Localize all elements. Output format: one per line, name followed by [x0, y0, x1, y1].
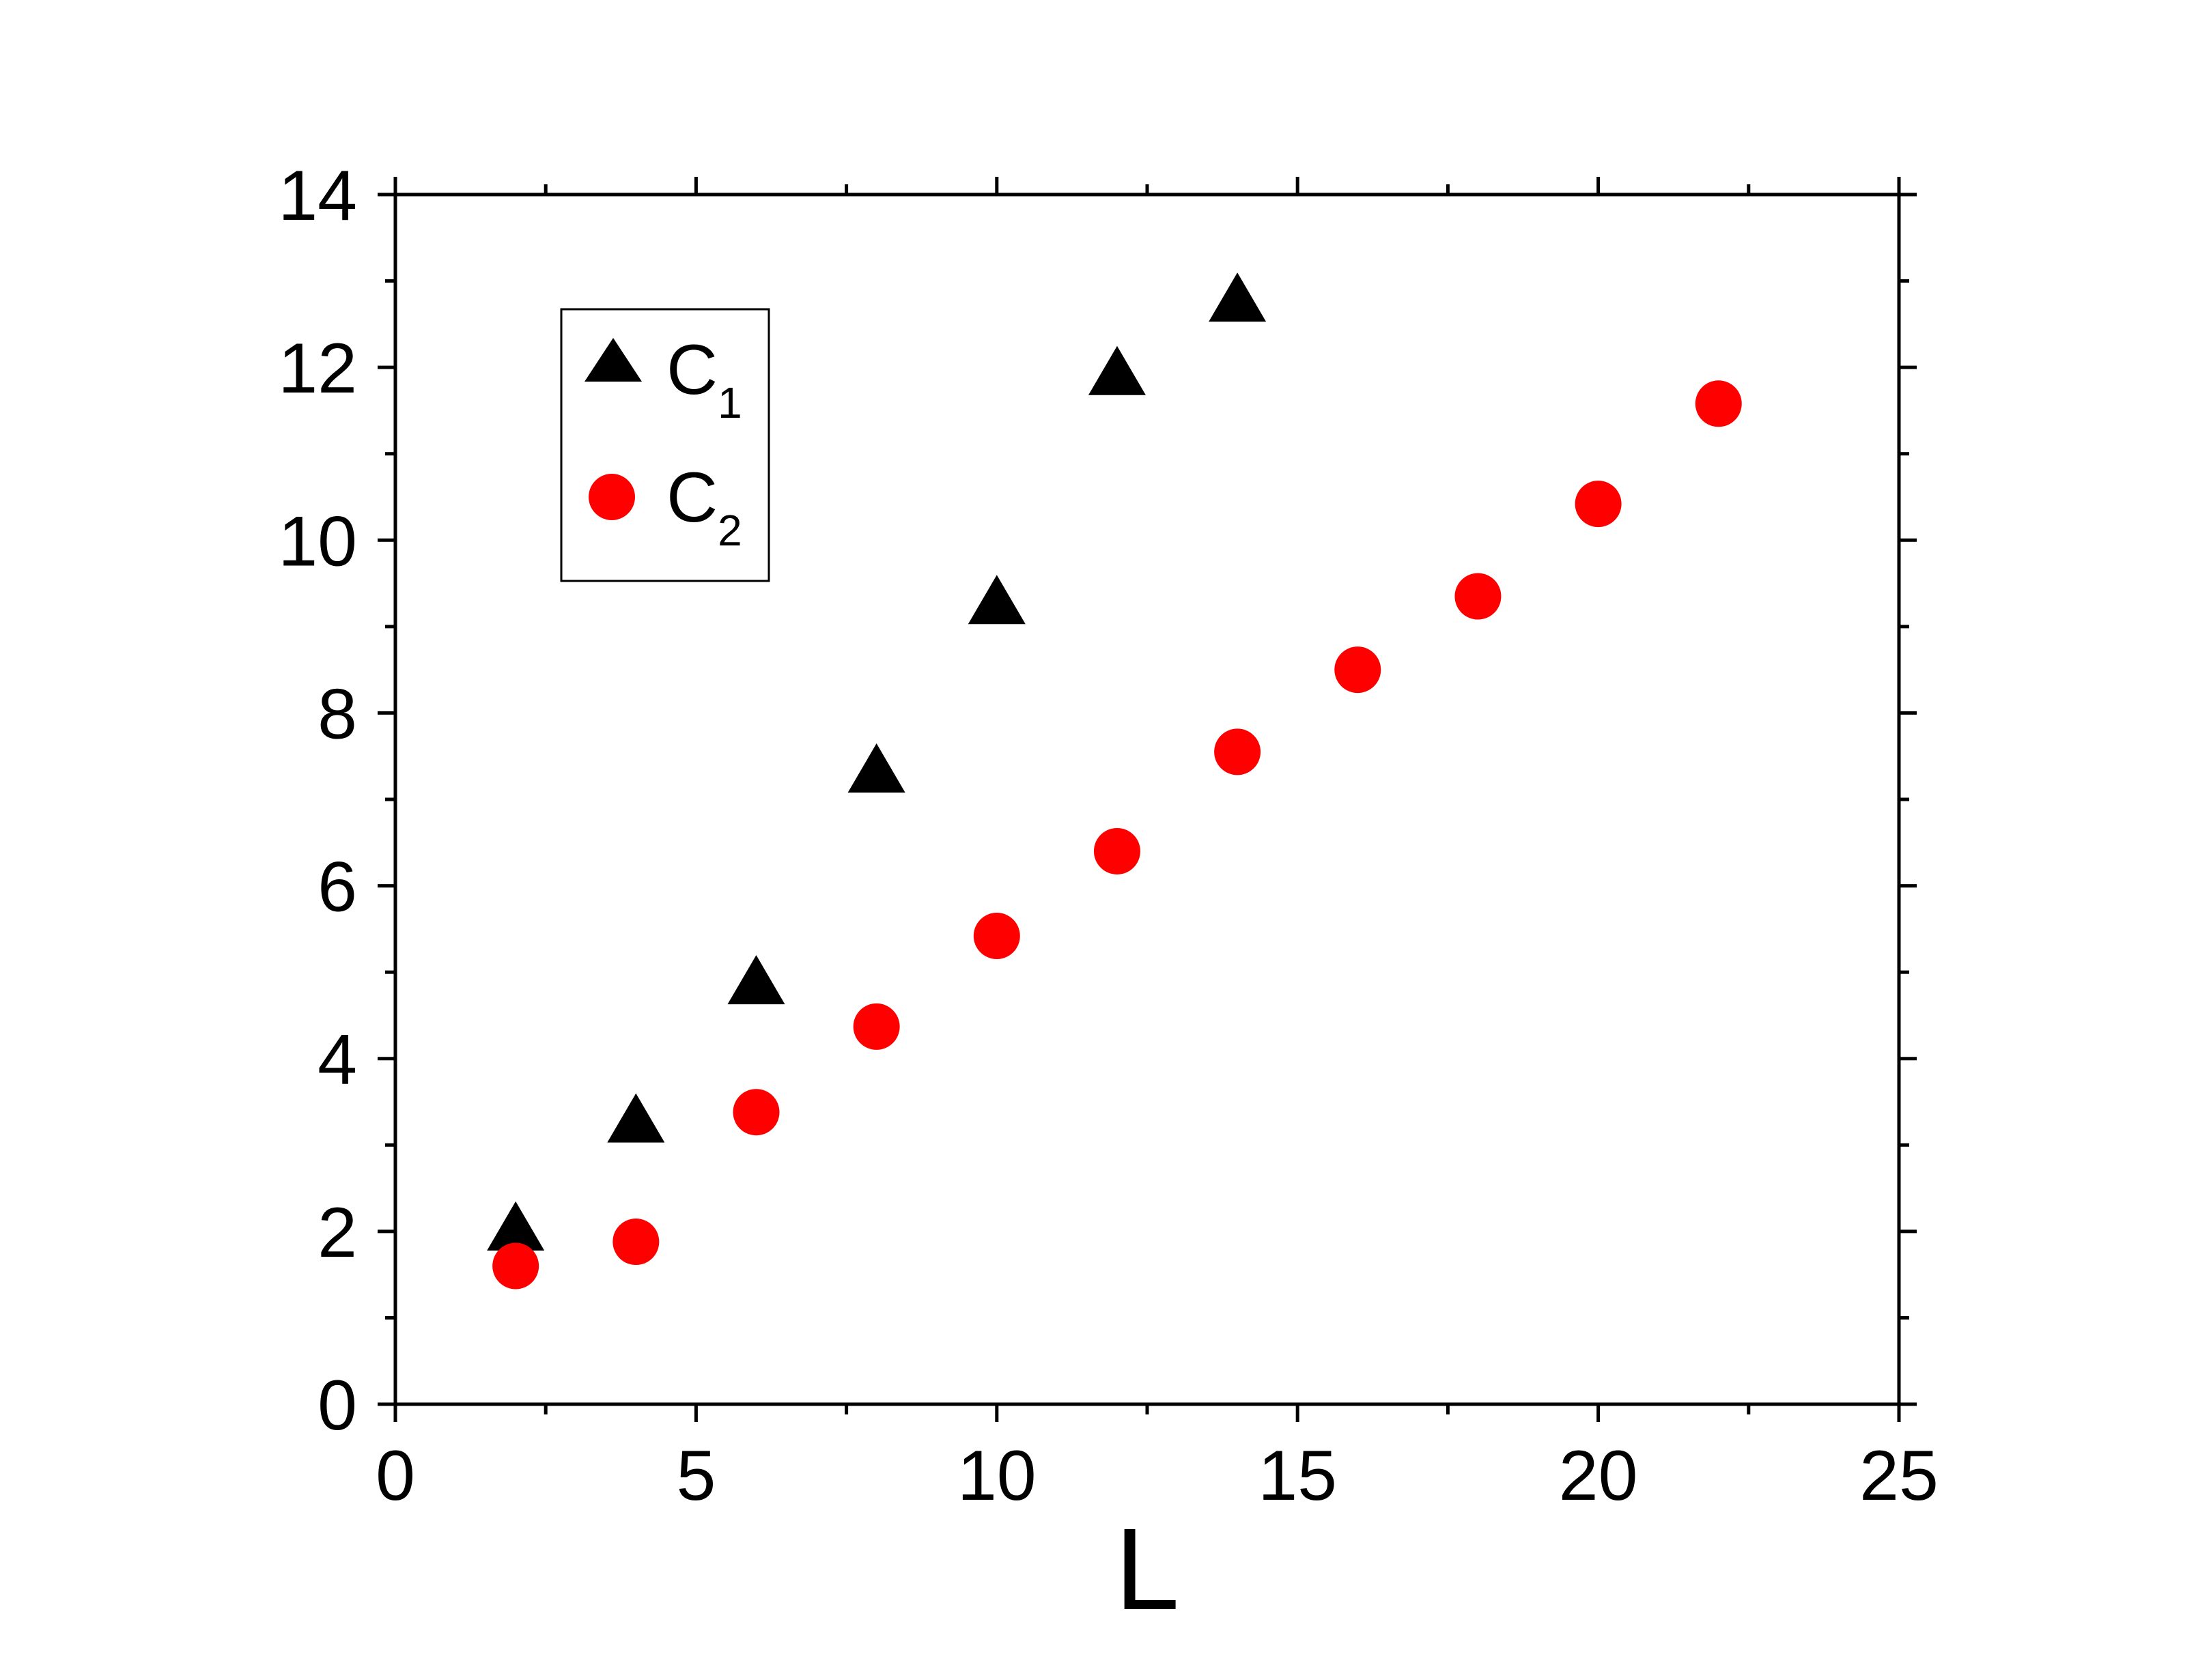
series-2-point	[1575, 481, 1622, 528]
series-2-point	[613, 1219, 660, 1266]
y-tick-label: 0	[318, 1366, 357, 1445]
y-tick-label: 6	[318, 848, 357, 927]
legend: C1 C2	[560, 308, 770, 582]
tick-labels: 0 5 10 15 20 25 0 2 4 6 8 10 12 14	[278, 156, 1939, 1515]
x-axis-title: L	[1115, 1505, 1180, 1634]
legend-marker-c1	[585, 338, 642, 382]
series-2-point	[1454, 573, 1502, 620]
series-2-point	[1334, 646, 1381, 694]
x-tick-label: 20	[1559, 1436, 1638, 1515]
series-2-point	[492, 1242, 539, 1290]
series-2-point	[1214, 728, 1261, 775]
series-1-point	[1209, 272, 1267, 322]
y-tick-label: 12	[278, 329, 357, 408]
data-marks	[487, 272, 1742, 1290]
x-tick-label: 25	[1859, 1436, 1939, 1515]
legend-marker-c2	[589, 474, 635, 520]
legend-box	[560, 308, 770, 582]
x-tick-label: 5	[676, 1436, 716, 1515]
y-tick-label: 14	[278, 156, 357, 236]
y-tick-label: 2	[318, 1193, 357, 1272]
y-tick-label: 8	[318, 674, 357, 754]
series-1-point	[727, 955, 785, 1005]
legend-label-c1: C1	[666, 330, 742, 427]
x-tick-label: 15	[1258, 1436, 1337, 1515]
series-2-point	[1093, 827, 1140, 874]
series-2-point	[733, 1089, 780, 1136]
x-tick-label: 10	[957, 1436, 1037, 1515]
series-2-point	[973, 912, 1020, 959]
series-2-point	[1695, 380, 1742, 427]
y-tick-label: 4	[318, 1021, 357, 1100]
axis-ticks	[378, 177, 1917, 1422]
series-1-point	[968, 575, 1026, 625]
series-1-point	[1088, 345, 1146, 395]
series-2-point	[853, 1003, 900, 1050]
series-1-point	[607, 1093, 665, 1143]
x-tick-label: 0	[376, 1436, 415, 1515]
series-1-point	[847, 743, 905, 793]
y-tick-label: 10	[278, 502, 357, 581]
legend-label-c2: C2	[666, 458, 742, 555]
series-1-point	[487, 1201, 545, 1251]
